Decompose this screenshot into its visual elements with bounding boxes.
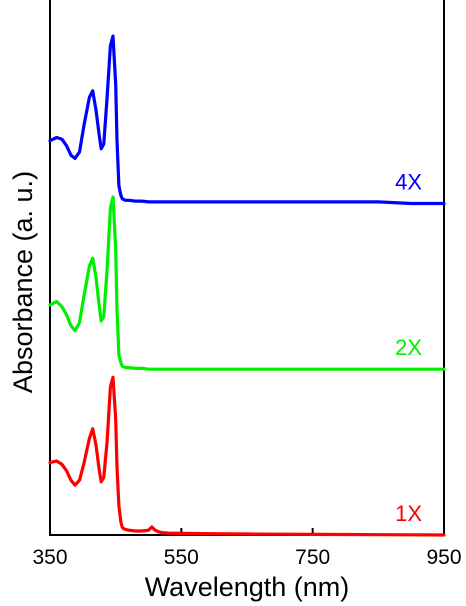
x-tick-label: 550 [164,546,199,569]
series-label-1x: 1X [395,501,422,526]
x-tick-label: 350 [32,546,67,569]
x-tick-label: 950 [426,546,461,569]
y-axis-title: Absorbance (a. u.) [8,171,38,393]
series-line-4x [48,34,446,206]
x-axis-ticks: 350 550 750 950 [32,528,462,569]
x-tick-label: 750 [295,546,330,569]
series-line-1x [48,375,446,537]
series-label-4x: 4X [395,169,422,194]
series-labels: 1X 2X 4X [395,169,422,526]
series-label-2x: 2X [395,335,422,360]
series-group [48,34,446,537]
x-axis-title: Wavelength (nm) [145,572,350,602]
series-line-2x [48,195,446,371]
